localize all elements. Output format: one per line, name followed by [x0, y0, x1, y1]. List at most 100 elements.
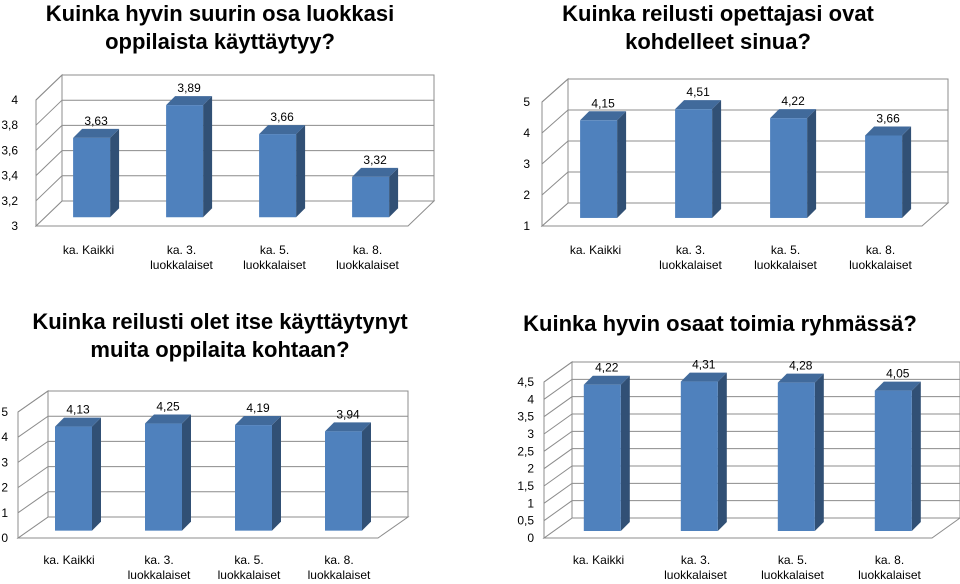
y-tick-label: 4: [523, 126, 530, 140]
gridline: [543, 465, 960, 487]
bar-front: [352, 176, 390, 218]
bar: [73, 128, 120, 218]
gridline: [17, 415, 408, 438]
data-label: 3,66: [876, 111, 900, 125]
category-label: ka. 3.: [681, 553, 710, 567]
gridline: [543, 396, 960, 418]
bar-side: [807, 109, 817, 218]
chart-panel-2: Kuinka reilusti opettajasi ovat kohdelle…: [480, 0, 960, 292]
category-label: ka. Kaikki: [63, 243, 114, 257]
bar-side: [296, 125, 306, 218]
chart-title: Kuinka reilusti olet itse käyttäytynyt m…: [0, 308, 440, 364]
bar-top: [325, 422, 371, 432]
chart-side-wall: [17, 390, 49, 539]
y-tick-label: 4,5: [517, 375, 534, 389]
bar-top: [166, 96, 213, 106]
y-tick-label: 1,5: [517, 479, 534, 493]
category-label: ka. Kaikki: [43, 553, 94, 567]
data-label: 4,15: [591, 96, 615, 110]
bar: [259, 125, 306, 218]
gridline: [17, 390, 408, 413]
y-tick-label: 4: [11, 93, 18, 107]
category-label: ka. 5.: [260, 243, 289, 257]
y-tick-label: 2: [527, 462, 534, 476]
category-label: ka. 5.: [778, 553, 807, 567]
bar-top: [680, 372, 727, 382]
bar: [777, 373, 824, 531]
category-label: luokkalaiset: [761, 568, 824, 582]
bar-top: [55, 417, 101, 427]
y-tick-label: 2: [523, 188, 530, 202]
y-tick-label: 3,2: [1, 194, 18, 208]
y-tick-label: 1: [527, 496, 534, 510]
category-label: luokkalaiset: [664, 568, 727, 582]
bar: [770, 109, 817, 218]
category-label: ka. 8.: [324, 553, 353, 567]
y-tick-label: 0: [527, 531, 534, 545]
bar-side: [911, 381, 921, 531]
gridline: [35, 74, 434, 101]
chart-title-line: Kuinka hyvin osaat toimia ryhmässä?: [523, 311, 917, 336]
bar-side: [389, 167, 399, 218]
category-label: ka. 8.: [875, 553, 904, 567]
bar-top: [583, 375, 630, 385]
data-label: 3,94: [336, 407, 360, 421]
y-tick-label: 2: [1, 481, 8, 495]
bar-top: [235, 416, 281, 426]
bar-front: [73, 137, 111, 218]
bar-top: [770, 109, 817, 119]
y-tick-label: 5: [1, 405, 8, 419]
category-label: luokkalaiset: [243, 258, 306, 272]
chart-title-line: kohdelleet sinua?: [625, 29, 811, 54]
bar-side: [712, 100, 722, 218]
bar: [166, 96, 213, 218]
category-label: ka. Kaikki: [570, 243, 621, 257]
gridline: [35, 99, 434, 126]
gridline: [543, 482, 960, 504]
gridline: [541, 109, 948, 134]
gridline: [35, 175, 434, 202]
bar: [583, 375, 630, 531]
bar: [680, 372, 727, 531]
data-label: 4,28: [789, 359, 813, 373]
data-label: 4,51: [686, 85, 710, 99]
bar-side: [902, 126, 912, 218]
chart-side-wall: [35, 73, 63, 228]
bar-top: [874, 381, 921, 391]
chart-panel-4: Kuinka hyvin osaat toimia ryhmässä? 0 0,5…: [480, 300, 960, 584]
bar-front: [145, 423, 182, 531]
data-label: 4,22: [781, 94, 805, 108]
bar-front: [865, 135, 903, 218]
bar: [55, 417, 101, 531]
chart-title-line: muita oppilaita kohtaan?: [90, 337, 350, 362]
category-label: ka. 8.: [353, 243, 382, 257]
bar-top: [580, 111, 627, 121]
bar-side: [814, 373, 824, 531]
data-label: 4,22: [595, 361, 619, 375]
category-label: ka. 5.: [771, 243, 800, 257]
y-tick-label: 1: [523, 219, 530, 233]
chart-title-line: oppilaista käyttäytyy?: [105, 29, 335, 54]
bar-side: [272, 416, 281, 531]
data-label: 3,32: [363, 153, 387, 167]
category-label: luokkalaiset: [308, 568, 371, 582]
gridline: [17, 440, 408, 463]
category-label: ka. 5.: [234, 553, 263, 567]
bar: [145, 414, 191, 531]
y-tick-label: 3: [527, 427, 534, 441]
bar: [675, 100, 722, 218]
gridline: [541, 171, 948, 196]
category-label: luokkalaiset: [858, 568, 921, 582]
y-tick-label: 4: [1, 430, 8, 444]
gridline: [35, 150, 434, 176]
y-tick-label: 3,8: [1, 118, 18, 132]
bar: [325, 422, 371, 531]
bar-front: [874, 390, 912, 531]
y-tick-label: 4: [527, 392, 534, 406]
gridline: [543, 413, 960, 435]
y-tick-label: 3: [1, 455, 8, 469]
bar-top: [777, 373, 824, 383]
bar: [352, 167, 399, 218]
bar-top: [259, 125, 306, 135]
